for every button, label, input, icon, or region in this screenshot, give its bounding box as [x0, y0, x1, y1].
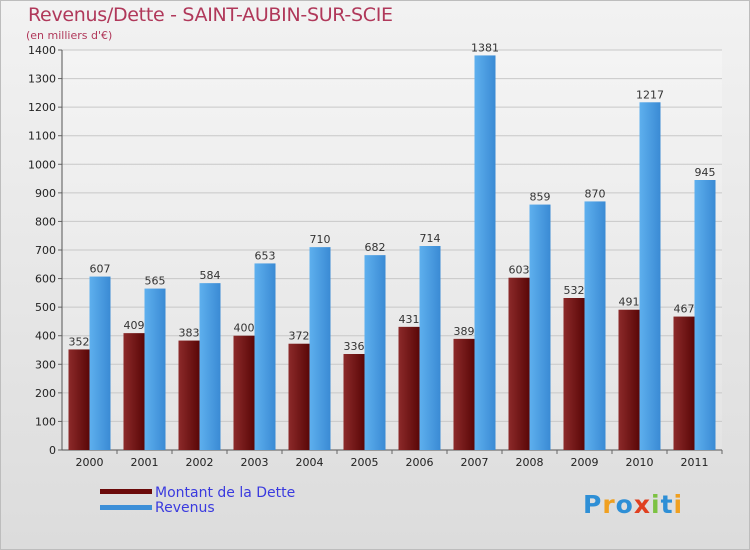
- data-label-dette: 431: [399, 313, 420, 326]
- bar-dette: [178, 340, 200, 450]
- y-tick-label: 800: [35, 215, 56, 228]
- proxiti-logo: Proxiti: [583, 490, 683, 519]
- bar-dette: [398, 326, 420, 450]
- bar-revenus: [529, 204, 551, 450]
- y-tick-label: 1000: [28, 158, 56, 171]
- data-label-revenus: 870: [585, 187, 606, 200]
- data-label-revenus: 607: [90, 263, 111, 276]
- data-label-dette: 400: [234, 322, 255, 335]
- y-tick-label: 200: [35, 387, 56, 400]
- y-tick-label: 700: [35, 244, 56, 257]
- bar-dette: [123, 333, 145, 450]
- data-label-revenus: 859: [530, 191, 551, 204]
- bar-revenus: [254, 263, 276, 450]
- x-tick-label: 2007: [461, 456, 489, 469]
- legend-swatch-dette: [100, 489, 152, 494]
- data-label-revenus: 1381: [471, 41, 499, 54]
- data-label-revenus: 945: [695, 166, 716, 179]
- bar-revenus: [584, 201, 606, 450]
- y-tick-label: 100: [35, 415, 56, 428]
- y-tick-label: 900: [35, 187, 56, 200]
- data-label-revenus: 565: [145, 275, 166, 288]
- chart-title: Revenus/Dette - SAINT-AUBIN-SUR-SCIE: [28, 4, 393, 26]
- logo-letter: x: [633, 490, 651, 519]
- y-tick-label: 1300: [28, 73, 56, 86]
- y-tick-label: 400: [35, 330, 56, 343]
- x-tick-label: 2004: [296, 456, 324, 469]
- bar-revenus: [474, 55, 496, 451]
- data-label-dette: 336: [344, 340, 365, 353]
- y-tick-label: 1100: [28, 130, 56, 143]
- data-label-revenus: 584: [200, 269, 221, 282]
- data-label-dette: 409: [124, 319, 145, 332]
- bar-dette: [508, 277, 530, 450]
- bar-revenus: [144, 288, 166, 450]
- data-label-dette: 467: [674, 303, 695, 316]
- bar-dette: [673, 316, 695, 450]
- logo-letter: o: [615, 490, 634, 519]
- y-tick-label: 1200: [28, 101, 56, 114]
- data-label-dette: 352: [69, 335, 90, 348]
- chart-subtitle: (en milliers d'€): [26, 29, 113, 42]
- x-tick-label: 2011: [681, 456, 709, 469]
- x-tick-label: 2009: [571, 456, 599, 469]
- bar-revenus: [364, 255, 386, 450]
- x-tick-label: 2001: [131, 456, 159, 469]
- data-label-revenus: 653: [255, 249, 276, 262]
- x-tick-label: 2010: [626, 456, 654, 469]
- data-label-revenus: 682: [365, 241, 386, 254]
- logo-letter: i: [651, 490, 661, 519]
- bar-dette: [68, 349, 90, 450]
- bar-dette: [563, 298, 585, 450]
- legend-label-dette: Montant de la Dette: [155, 485, 296, 501]
- y-tick-label: 0: [49, 444, 56, 457]
- bar-dette: [453, 338, 475, 450]
- bar-revenus: [419, 246, 441, 450]
- legend-label-revenus: Revenus: [155, 500, 215, 516]
- bar-dette: [343, 354, 365, 450]
- y-tick-label: 300: [35, 358, 56, 371]
- data-label-dette: 372: [289, 330, 310, 343]
- logo-letter: r: [602, 490, 616, 519]
- bar-revenus: [639, 102, 661, 451]
- logo-letter: P: [583, 490, 603, 519]
- x-tick-label: 2002: [186, 456, 214, 469]
- data-label-dette: 603: [509, 264, 530, 277]
- legend-swatch-revenus: [100, 505, 152, 510]
- bar-revenus: [309, 247, 331, 450]
- bar-revenus: [694, 180, 716, 450]
- y-tick-label: 1400: [28, 44, 56, 57]
- x-tick-label: 2005: [351, 456, 379, 469]
- data-label-dette: 389: [454, 325, 475, 338]
- data-label-revenus: 714: [420, 232, 441, 245]
- bar-dette: [288, 343, 310, 450]
- x-tick-label: 2008: [516, 456, 544, 469]
- x-tick-label: 2000: [76, 456, 104, 469]
- x-tick-label: 2003: [241, 456, 269, 469]
- bar-dette: [233, 335, 255, 450]
- data-label-dette: 532: [564, 284, 585, 297]
- bar-revenus: [199, 283, 221, 450]
- data-label-revenus: 710: [310, 233, 331, 246]
- data-label-dette: 383: [179, 327, 200, 340]
- y-tick-label: 600: [35, 273, 56, 286]
- y-tick-label: 500: [35, 301, 56, 314]
- bar-dette: [618, 309, 640, 450]
- logo-letter: t: [660, 490, 674, 519]
- bar-revenus: [89, 276, 111, 450]
- x-tick-label: 2006: [406, 456, 434, 469]
- logo-letter: i: [673, 490, 684, 519]
- data-label-dette: 491: [619, 296, 640, 309]
- data-label-revenus: 1217: [636, 88, 664, 101]
